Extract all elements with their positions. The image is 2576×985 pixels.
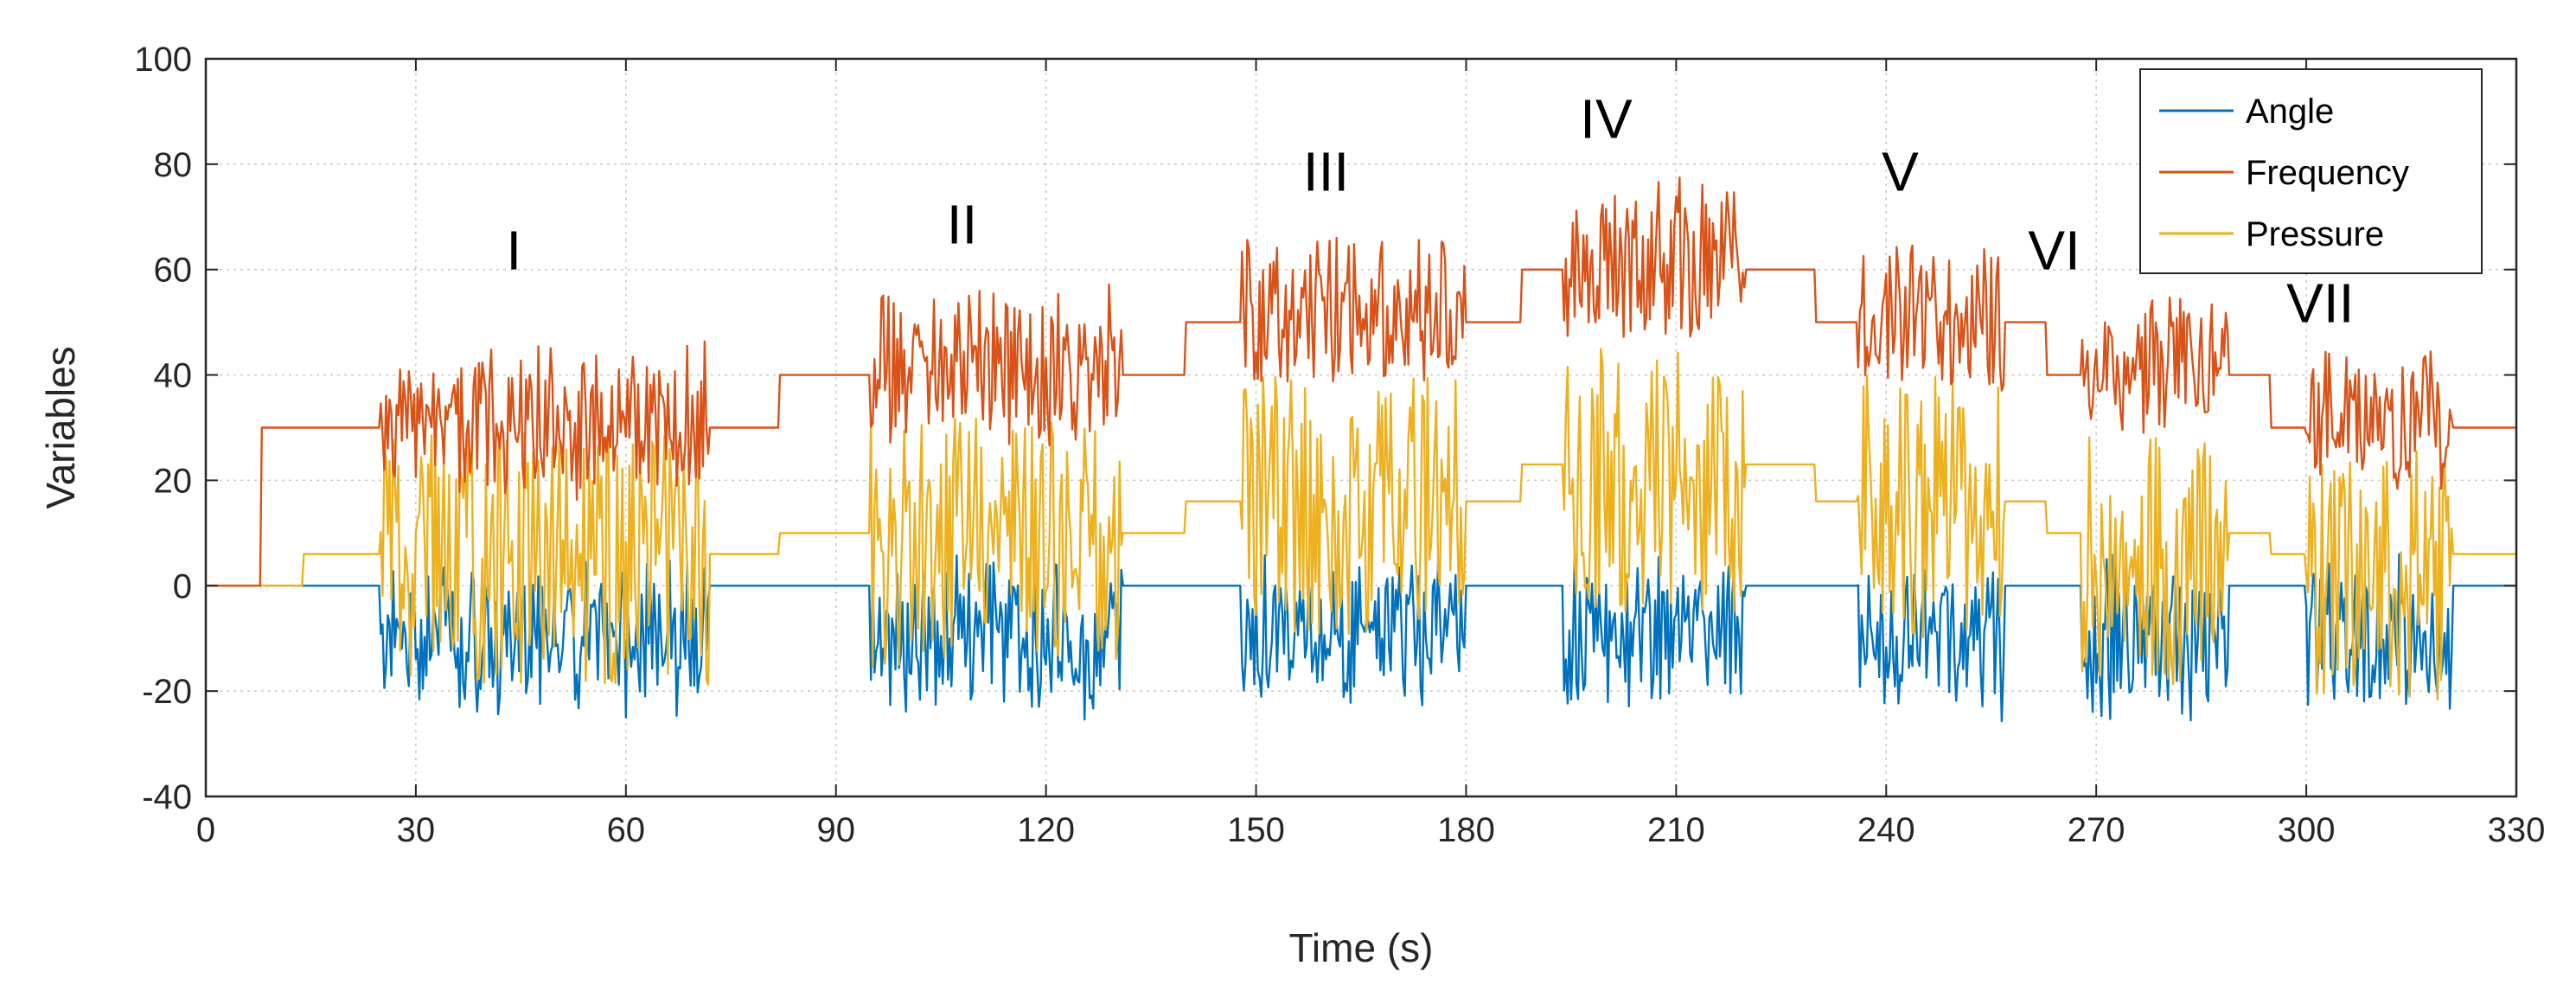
y-tick-label: 60: [154, 252, 193, 290]
x-tick-label: 300: [2278, 811, 2336, 849]
legend-label-pressure: Pressure: [2246, 215, 2384, 253]
phase-label-VI: VI: [2028, 220, 2080, 282]
y-tick-label: -40: [142, 778, 192, 816]
x-tick-labels: 0 30 60 90 120 150 180 210 240 270 300 330: [196, 811, 2546, 849]
x-tick-label: 90: [816, 811, 855, 849]
legend: Angle Frequency Pressure: [2139, 68, 2483, 274]
y-tick-label: 40: [154, 357, 193, 395]
y-tick-label: 80: [154, 146, 193, 184]
y-tick-label: 100: [134, 41, 192, 79]
axes: [204, 57, 2518, 798]
x-tick-label: 330: [2488, 811, 2546, 849]
legend-label-frequency: Frequency: [2246, 154, 2409, 192]
phase-label-IV: IV: [1580, 87, 1633, 150]
series-line-frequency: [206, 176, 2516, 587]
plot-series: [206, 176, 2516, 723]
y-tick-label: 20: [154, 462, 193, 500]
phase-label-VII: VII: [2286, 272, 2354, 335]
series-line-angle: [206, 552, 2516, 723]
axes-box: [204, 57, 2518, 798]
phase-label-V: V: [1882, 140, 1919, 202]
x-tick-label: 120: [1017, 811, 1075, 849]
y-axis-title: Variables: [38, 346, 83, 508]
phase-label-III: III: [1303, 140, 1349, 202]
y-tick-label: -20: [142, 673, 192, 711]
series-line-pressure: [206, 348, 2516, 701]
legend-label-angle: Angle: [2246, 93, 2334, 131]
x-tick-label: 30: [397, 811, 436, 849]
x-tick-label: 210: [1647, 811, 1705, 849]
phase-label-II: II: [947, 193, 978, 255]
y-tick-labels: -40 -20 0 20 40 60 80 100: [134, 41, 192, 816]
x-tick-label: 150: [1227, 811, 1285, 849]
x-tick-label: 270: [2068, 811, 2125, 849]
x-tick-label: 0: [196, 811, 215, 849]
x-tick-label: 180: [1437, 811, 1495, 849]
y-tick-label: 0: [173, 567, 192, 605]
x-tick-label: 60: [607, 811, 646, 849]
phase-label-I: I: [506, 220, 521, 282]
x-axis-title: Time (s): [1289, 925, 1434, 970]
x-tick-label: 240: [1857, 811, 1915, 849]
